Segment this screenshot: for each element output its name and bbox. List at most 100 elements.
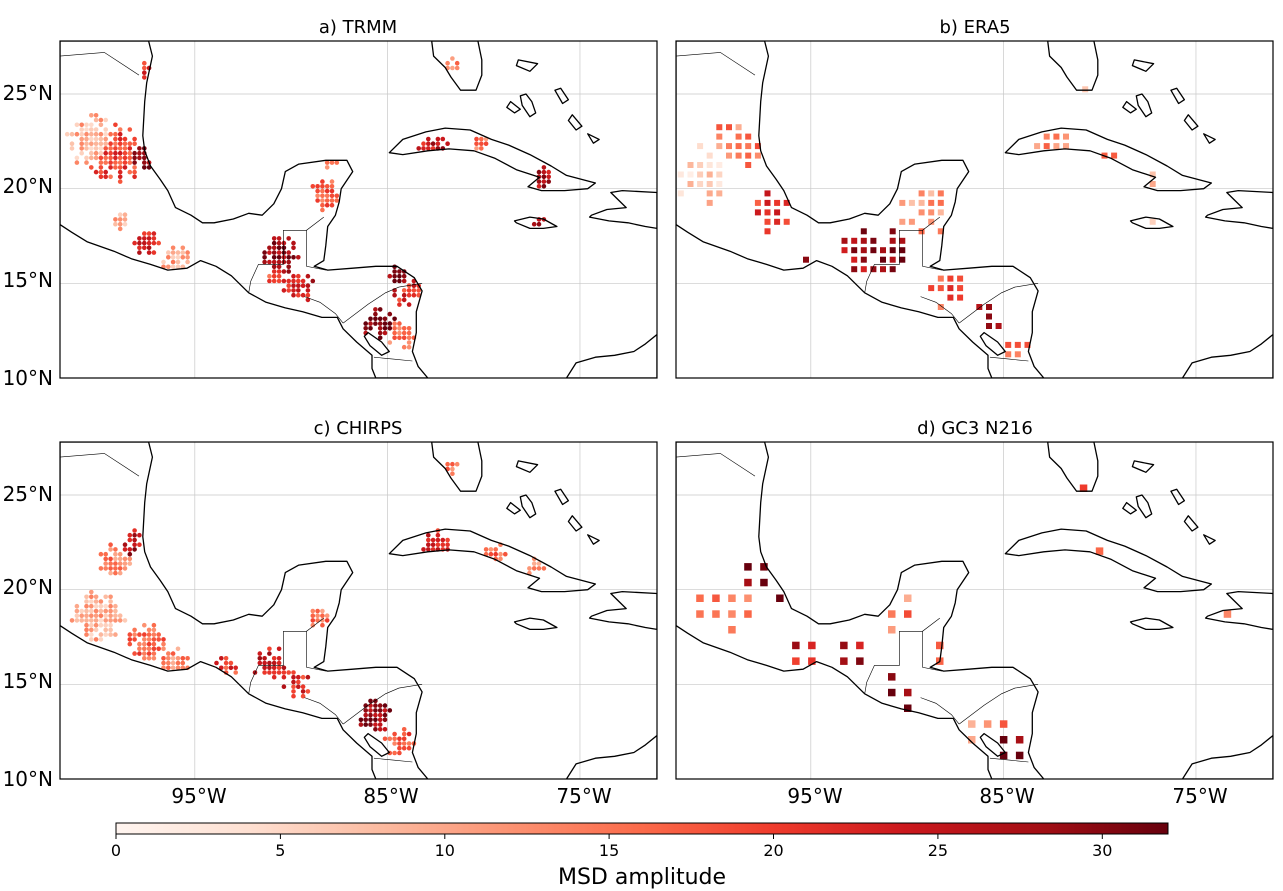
msd-point — [983, 720, 992, 728]
coastline — [60, 442, 429, 779]
msd-point — [368, 326, 373, 331]
msd-point — [117, 217, 123, 222]
msd-point — [108, 556, 113, 562]
msd-point — [706, 181, 713, 187]
msd-point — [93, 603, 99, 609]
msd-point — [430, 537, 436, 543]
colorbar-tick-label: 20 — [763, 841, 783, 860]
msd-point — [108, 632, 113, 637]
country-borders — [60, 52, 423, 362]
msd-point — [291, 670, 296, 675]
msd-point — [918, 190, 925, 197]
msd-point — [479, 141, 484, 146]
lat-tick-label: 25°N — [3, 482, 53, 506]
msd-point — [267, 259, 272, 265]
msd-point — [541, 169, 547, 175]
msd-point — [291, 283, 296, 288]
msd-point — [117, 570, 123, 576]
msd-point — [406, 330, 412, 336]
msd-point — [377, 703, 383, 708]
msd-point — [161, 660, 166, 666]
msd-point — [792, 641, 800, 650]
msd-point — [541, 165, 547, 170]
msd-point — [291, 684, 296, 689]
msd-point — [89, 594, 94, 600]
msd-point — [262, 660, 267, 666]
panel-b-frame — [675, 40, 1274, 379]
coastline — [1203, 133, 1216, 144]
msd-point — [84, 627, 89, 633]
msd-point — [98, 122, 104, 128]
msd-point — [93, 150, 99, 156]
msd-point — [113, 217, 118, 222]
msd-point — [93, 146, 99, 151]
msd-point — [677, 190, 684, 197]
msd-point — [281, 269, 287, 274]
coastline — [1181, 734, 1273, 779]
msd-point — [531, 561, 537, 566]
msd-point — [84, 618, 89, 623]
msd-point — [117, 155, 123, 161]
msd-point — [677, 171, 684, 178]
msd-point — [84, 122, 89, 128]
msd-point — [726, 152, 732, 159]
msd-point — [392, 330, 397, 336]
msd-point — [363, 717, 369, 723]
msd-point — [276, 264, 282, 270]
msd-point — [84, 632, 89, 637]
country-borders — [676, 453, 1039, 763]
msd-point — [937, 228, 944, 235]
msd-point — [687, 162, 694, 168]
msd-point — [271, 674, 277, 680]
msd-point — [89, 122, 94, 128]
msd-point — [968, 720, 976, 728]
msd-point — [84, 613, 89, 618]
msd-point — [373, 717, 378, 723]
msd-point — [281, 665, 287, 671]
msd-point — [286, 288, 291, 293]
graticule — [60, 442, 657, 779]
msd-point — [170, 259, 176, 265]
msd-point — [888, 610, 896, 618]
msd-point — [995, 323, 1002, 329]
colorbar-tick-label: 30 — [1092, 841, 1112, 860]
msd-point — [697, 181, 704, 187]
msd-point — [937, 285, 944, 292]
msd-point — [450, 461, 455, 467]
msd-point — [450, 56, 455, 61]
msd-point — [113, 566, 118, 571]
msd-point — [387, 321, 393, 326]
msd-point — [976, 304, 983, 310]
msd-point — [98, 117, 104, 123]
msd-point — [860, 266, 867, 273]
msd-point — [860, 247, 867, 254]
msd-point — [132, 547, 137, 552]
msd-point — [267, 273, 272, 279]
msd-point — [368, 316, 373, 322]
map-layers — [60, 442, 657, 779]
msd-point — [142, 622, 147, 628]
msd-point — [392, 273, 397, 279]
msd-point — [498, 556, 503, 562]
msd-point — [397, 269, 402, 274]
msd-point — [435, 532, 441, 538]
colorbar-ticks — [115, 834, 1103, 839]
coastline — [388, 528, 597, 593]
msd-point — [1005, 341, 1012, 348]
coastline — [519, 93, 537, 118]
msd-point — [947, 275, 954, 282]
msd-point — [146, 651, 152, 656]
msd-point — [113, 122, 118, 128]
coastline — [506, 501, 521, 515]
colorbar: 0 5 10 15 20 25 30 MSD amplitude — [111, 822, 1169, 890]
msd-point — [122, 150, 128, 156]
msd-point — [716, 171, 723, 178]
msd-point — [93, 117, 99, 123]
msd-point — [79, 127, 84, 132]
msd-point — [151, 641, 157, 647]
panel-a: a) TRMM — [59, 17, 658, 379]
msd-point — [286, 670, 291, 675]
msd-point — [541, 566, 547, 571]
msd-point — [117, 146, 123, 151]
msd-point — [536, 169, 542, 175]
